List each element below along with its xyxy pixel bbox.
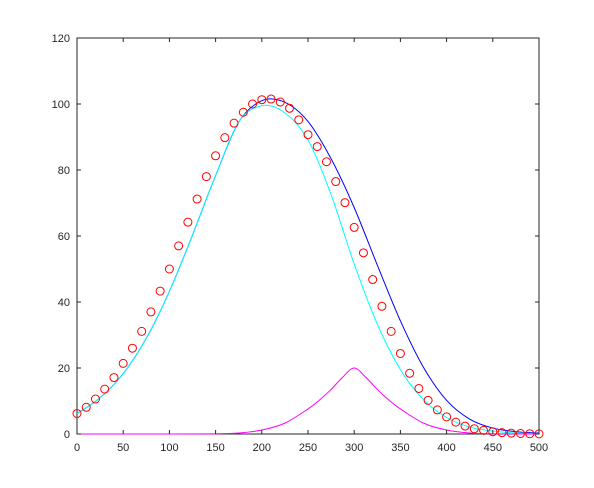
data-point-marker [423, 395, 433, 405]
data-point-marker [275, 97, 285, 107]
data-point-marker [488, 427, 498, 437]
data-point-marker [460, 421, 470, 431]
x-tick-label: 450 [484, 442, 502, 454]
x-tick-label: 150 [206, 442, 224, 454]
data-point-marker [211, 151, 221, 161]
data-point-marker [248, 99, 258, 109]
data-point-marker [497, 428, 507, 438]
x-tick-label: 350 [391, 442, 409, 454]
data-point-marker [118, 358, 128, 368]
y-tick-label: 60 [58, 231, 70, 243]
data-point-marker [192, 194, 202, 204]
x-tick-label: 250 [299, 442, 317, 454]
data-point-marker [479, 425, 489, 435]
data-point-marker [294, 115, 304, 125]
data-point-marker [72, 409, 82, 419]
x-tick-label: 100 [160, 442, 178, 454]
data-point-marker [442, 412, 452, 422]
x-tick-label: 0 [74, 442, 80, 454]
data-point-marker [127, 343, 137, 353]
data-point-marker [81, 402, 91, 412]
y-tick-label: 80 [58, 165, 70, 177]
data-point-marker [201, 172, 211, 182]
data-point-marker [90, 394, 100, 404]
data-point-marker [377, 301, 387, 311]
data-point-marker [516, 429, 526, 438]
data-point-marker [405, 368, 415, 378]
data-point-marker [109, 373, 119, 383]
data-point-marker [285, 103, 295, 113]
data-point-marker [100, 384, 110, 394]
data-point-marker [469, 424, 479, 434]
data-point-marker [174, 241, 184, 251]
data-point-marker [155, 286, 165, 296]
data-point-marker [238, 107, 248, 117]
series-line-3 [76, 367, 540, 435]
data-point-marker [146, 307, 156, 317]
marker-layer [72, 94, 544, 439]
data-point-marker [183, 217, 193, 227]
series-layer [76, 98, 540, 435]
x-tick-label: 50 [117, 442, 129, 454]
axis-layer: 0 50 100 150 200 250 300 350 400 450 500 0 20 40 60 80 1… [52, 33, 549, 454]
data-point-marker [331, 177, 341, 187]
data-point-marker [386, 326, 396, 336]
x-tick-label: 500 [530, 442, 548, 454]
data-point-marker [525, 429, 535, 439]
x-tick-label: 300 [345, 442, 363, 454]
data-point-marker [164, 264, 174, 274]
y-tick-label: 0 [64, 429, 70, 441]
data-point-marker [303, 130, 313, 140]
data-point-marker [340, 198, 350, 208]
data-point-marker [321, 157, 331, 167]
x-tick-label: 200 [253, 442, 271, 454]
y-tick-label: 40 [58, 297, 70, 309]
data-point-marker [432, 405, 442, 415]
data-point-marker [312, 142, 322, 152]
data-point-marker [220, 133, 230, 143]
data-point-marker [451, 417, 461, 427]
data-point-marker [229, 118, 239, 128]
data-point-marker [506, 428, 516, 438]
data-point-marker [395, 348, 405, 358]
data-point-marker [368, 275, 378, 285]
data-point-marker [257, 95, 267, 105]
y-tick-label: 20 [58, 363, 70, 375]
x-tick-label: 400 [437, 442, 455, 454]
data-point-marker [266, 94, 276, 104]
data-point-marker [137, 326, 147, 336]
data-point-marker [349, 222, 359, 232]
plot-area [76, 37, 540, 435]
data-point-marker [358, 248, 368, 258]
y-tick-label: 120 [52, 33, 70, 45]
data-point-marker [414, 383, 424, 393]
series-line-2 [76, 104, 540, 435]
y-tick-label: 100 [52, 99, 70, 111]
